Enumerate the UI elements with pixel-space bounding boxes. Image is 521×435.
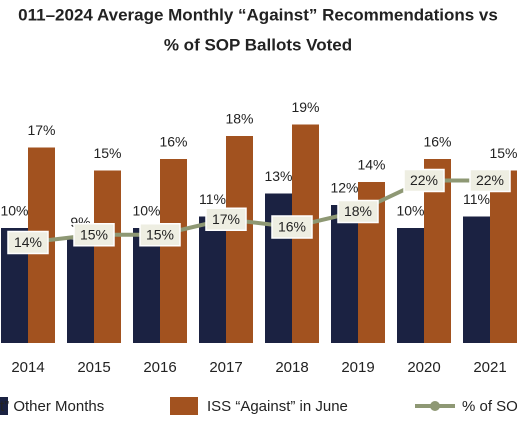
x-tick-label: 2014: [11, 359, 44, 376]
data-label: 18%: [225, 111, 253, 127]
data-label: 22%: [476, 172, 504, 188]
bar: [67, 239, 94, 343]
data-label: 10%: [132, 203, 160, 219]
data-label: 18%: [344, 203, 372, 219]
x-tick-label: 2015: [77, 359, 110, 376]
data-label: 14%: [14, 234, 42, 250]
data-label: 12%: [330, 180, 358, 196]
bar: [331, 205, 358, 343]
data-label: 14%: [357, 157, 385, 173]
x-tick-label: 2020: [407, 359, 440, 376]
data-label-box: [403, 168, 445, 193]
bar: [226, 136, 253, 343]
legend-marker: [430, 401, 440, 411]
data-label: 15%: [146, 226, 174, 242]
data-label-box: [73, 223, 115, 247]
data-label: 15%: [489, 145, 517, 161]
data-label: 15%: [93, 145, 121, 161]
data-label: 11%: [199, 191, 226, 207]
data-label: 16%: [278, 219, 306, 235]
data-label: 17%: [212, 211, 240, 227]
data-label-box: [7, 230, 49, 255]
legend-label: ISS “Against” in June: [207, 398, 348, 415]
legend-label: t” Other Months: [0, 398, 104, 415]
data-label-box: [271, 215, 313, 239]
bar: [463, 216, 490, 343]
x-tick-label: 2019: [341, 359, 374, 376]
chart-title: % of SOP Ballots Voted: [164, 35, 352, 54]
bar: [160, 159, 187, 343]
data-label: 11%: [463, 191, 490, 207]
bar: [490, 170, 517, 343]
legend-swatch: [0, 397, 8, 415]
data-label: 10%: [0, 203, 28, 219]
legend-label: % of SO: [462, 398, 518, 415]
x-tick-label: 2021: [473, 359, 506, 376]
bar: [397, 228, 424, 343]
data-label: 22%: [410, 172, 438, 188]
data-label-box: [469, 168, 511, 193]
bar: [199, 216, 226, 343]
x-tick-label: 2016: [143, 359, 176, 376]
data-label-box: [205, 207, 247, 231]
data-label-box: [337, 199, 379, 224]
legend-swatch: [170, 397, 198, 415]
data-label: 15%: [80, 226, 108, 242]
x-tick-label: 2018: [275, 359, 308, 376]
data-label: 19%: [291, 99, 319, 115]
data-label-box: [139, 223, 181, 247]
data-label: 16%: [423, 134, 451, 150]
data-label: 17%: [27, 122, 55, 138]
bar: [94, 170, 121, 343]
data-label: 10%: [396, 203, 424, 219]
chart-title: 011–2024 Average Monthly “Against” Recom…: [18, 5, 498, 24]
data-label: 16%: [159, 134, 187, 150]
bar: [133, 228, 160, 343]
data-label: 13%: [264, 168, 292, 184]
x-tick-label: 2017: [209, 359, 242, 376]
